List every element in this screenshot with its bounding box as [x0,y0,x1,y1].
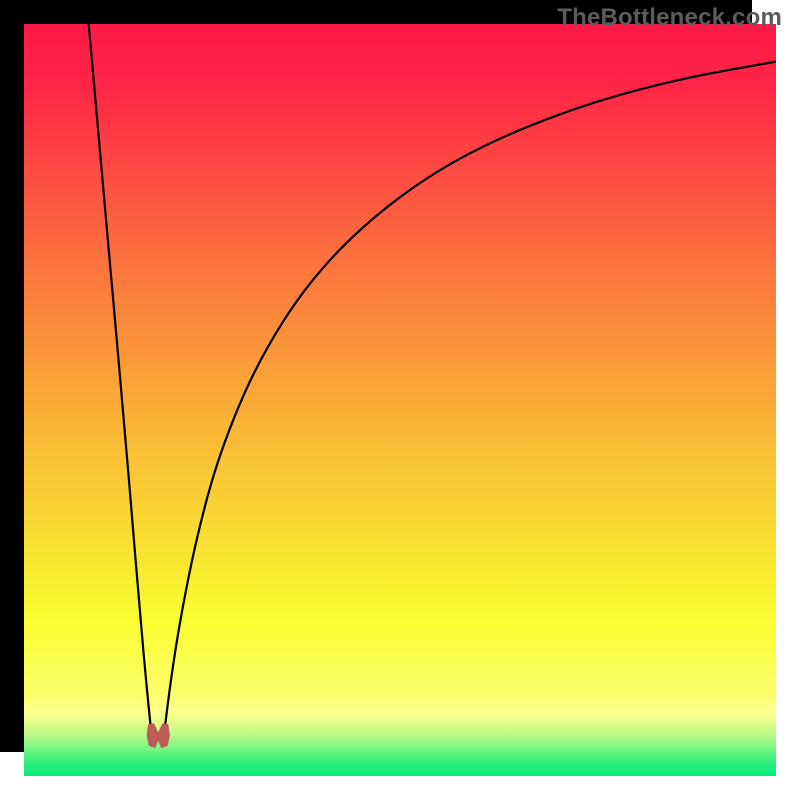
watermark-text: TheBottleneck.com [557,4,782,32]
plot-frame [0,0,752,752]
bottleneck-chart-root: { "watermark": { "text": "TheBottleneck.… [0,0,800,800]
plot-svg [24,24,776,776]
gradient-background [24,24,776,776]
